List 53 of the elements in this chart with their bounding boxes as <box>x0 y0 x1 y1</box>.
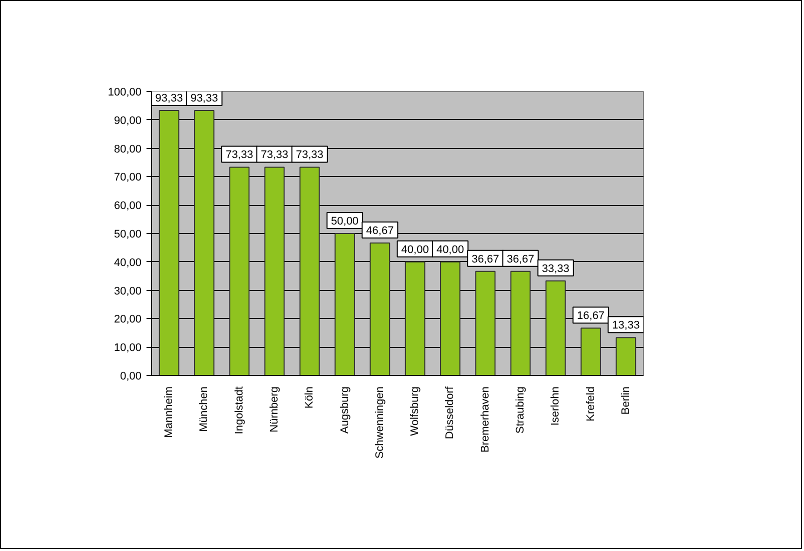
data-label: 93,33 <box>190 92 218 104</box>
y-tick-label: 80,00 <box>114 143 142 156</box>
data-label: 73,33 <box>296 149 324 162</box>
x-tick-label: Ingolstadt <box>233 386 246 434</box>
bar <box>475 270 496 376</box>
bar <box>510 270 531 376</box>
y-tick-label: 50,00 <box>114 228 142 240</box>
x-tick-label: München <box>198 386 210 432</box>
bar <box>264 166 285 376</box>
data-label: 40,00 <box>401 244 429 256</box>
x-tick-label: Nürnberg <box>268 386 280 432</box>
y-tick-label: 100,00 <box>108 86 142 98</box>
x-tick-label: Schwenningen <box>374 386 386 459</box>
bar <box>299 166 320 376</box>
x-tick-label: Köln <box>304 386 316 409</box>
data-label: 33,33 <box>542 262 570 275</box>
y-tick-label: 60,00 <box>114 200 142 212</box>
bar <box>440 261 460 376</box>
y-tick-label: 90,00 <box>114 114 142 127</box>
x-tick-label: Wolfsburg <box>409 386 422 436</box>
data-label: 16,67 <box>577 310 605 322</box>
x-tick-label: Bremerhaven <box>479 386 492 453</box>
y-tick-label: 70,00 <box>114 172 142 184</box>
x-tick-label: Mannheim <box>163 386 176 438</box>
bar <box>580 328 601 376</box>
y-tick-label: 40,00 <box>114 256 142 269</box>
x-tick-label: Berlin <box>620 386 632 415</box>
data-label: 73,33 <box>226 149 254 162</box>
bar <box>229 166 250 376</box>
data-label: 50,00 <box>331 216 359 228</box>
bar <box>194 110 214 376</box>
y-tick-label: 30,00 <box>114 285 142 298</box>
bar <box>616 337 636 376</box>
data-label: 46,67 <box>366 224 394 237</box>
x-tick-label: Düsseldorf <box>444 386 456 440</box>
data-label: 36,67 <box>472 253 500 266</box>
bar <box>545 280 566 376</box>
bar <box>158 110 180 376</box>
x-tick-label: Straubing <box>514 386 526 434</box>
data-label: 73,33 <box>260 149 288 162</box>
y-tick-label: 0,00 <box>120 370 142 382</box>
y-tick-label: 10,00 <box>114 342 142 354</box>
data-label: 36,67 <box>506 253 534 266</box>
data-label: 13,33 <box>612 320 640 332</box>
bar <box>404 261 426 376</box>
x-tick-label: Augsburg <box>338 386 351 434</box>
x-tick-label: Iserlohn <box>550 386 562 426</box>
data-label: 40,00 <box>436 244 464 256</box>
y-tick-label: 20,00 <box>114 314 142 326</box>
bar <box>370 242 390 376</box>
bar <box>334 233 355 376</box>
data-label: 93,33 <box>155 92 183 104</box>
x-tick-label: Krefeld <box>584 386 597 422</box>
